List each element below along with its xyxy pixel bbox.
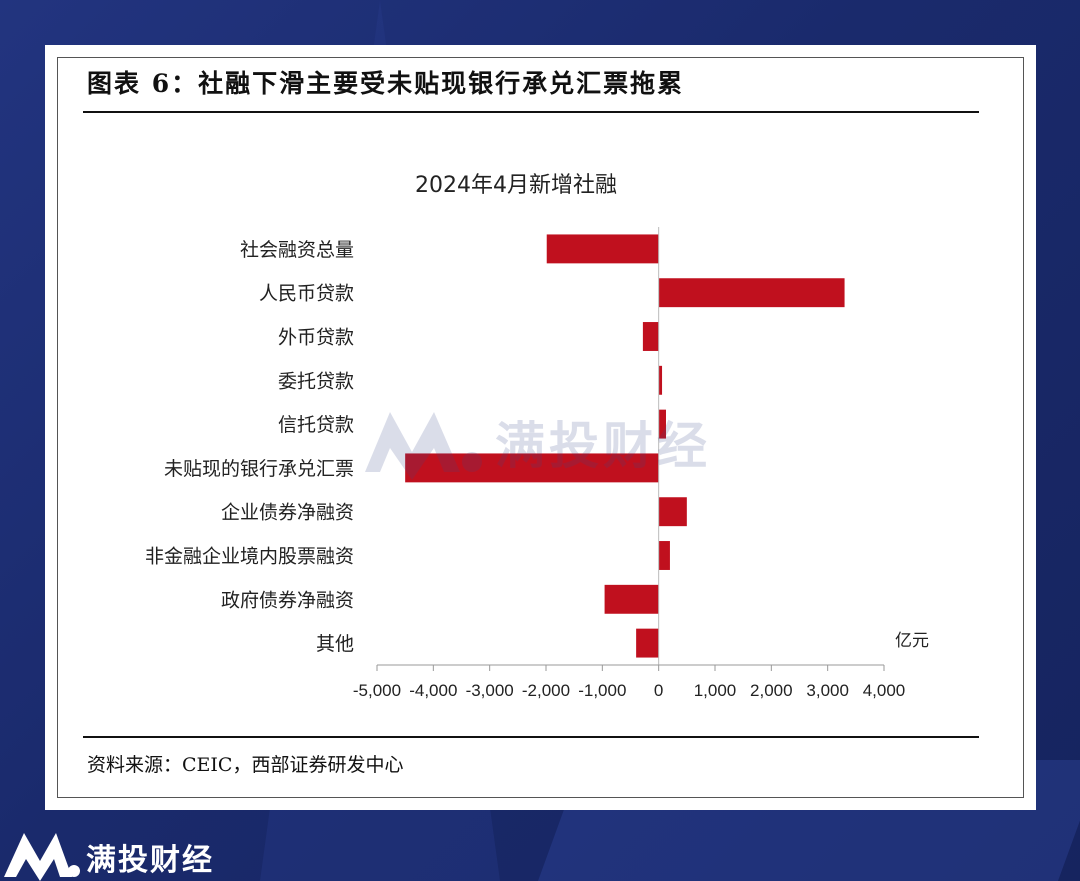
x-tick-label: 3,000 <box>806 681 849 700</box>
x-tick-label: 0 <box>654 681 663 700</box>
unit-label: 亿元 <box>895 631 929 651</box>
bar-1 <box>658 278 845 308</box>
brand-name: 满投财经 <box>86 843 214 878</box>
x-tick-label: -1,000 <box>578 681 626 700</box>
bar-3 <box>658 365 663 395</box>
category-label: 非金融企业境内股票融资 <box>145 546 354 568</box>
source-note: 资料来源：CEIC，西部证券研发中心 <box>87 754 404 776</box>
figure-frame <box>57 57 1024 798</box>
figure-title: 图表 6：社融下滑主要受未贴现银行承兑汇票拖累 <box>87 69 685 98</box>
x-tick-label: 4,000 <box>863 681 906 700</box>
category-label: 社会融资总量 <box>240 239 354 261</box>
x-tick-label: -2,000 <box>522 681 570 700</box>
brand-footer: 满投财经 <box>0 825 260 881</box>
category-label: 人民币贷款 <box>259 283 354 305</box>
source-rule <box>83 736 979 738</box>
title-rule <box>83 111 979 113</box>
category-label: 信托贷款 <box>278 414 354 436</box>
bar-5 <box>405 453 659 483</box>
bar-7 <box>658 541 670 570</box>
category-label: 其他 <box>316 633 354 655</box>
x-tick-label: -4,000 <box>409 681 457 700</box>
bar-8 <box>604 584 659 614</box>
category-label: 未贴现的银行承兑汇票 <box>164 458 354 480</box>
x-tick-label: 1,000 <box>694 681 737 700</box>
x-tick-label: -3,000 <box>466 681 514 700</box>
figure-card <box>45 45 1036 810</box>
chart-title: 2024年4月新增社融 <box>415 173 617 198</box>
bar-2 <box>642 322 659 351</box>
bar-4 <box>658 409 666 439</box>
category-label: 委托贷款 <box>278 370 354 392</box>
bar-0 <box>546 234 659 264</box>
category-label: 企业债券净融资 <box>221 502 354 524</box>
bar-6 <box>658 497 687 527</box>
brand-logo-icon <box>4 833 80 881</box>
category-label: 外币贷款 <box>278 327 354 349</box>
x-tick-label: -5,000 <box>353 681 401 700</box>
x-tick-label: 2,000 <box>750 681 793 700</box>
category-label: 政府债券净融资 <box>221 589 354 611</box>
bar-9 <box>636 628 659 658</box>
